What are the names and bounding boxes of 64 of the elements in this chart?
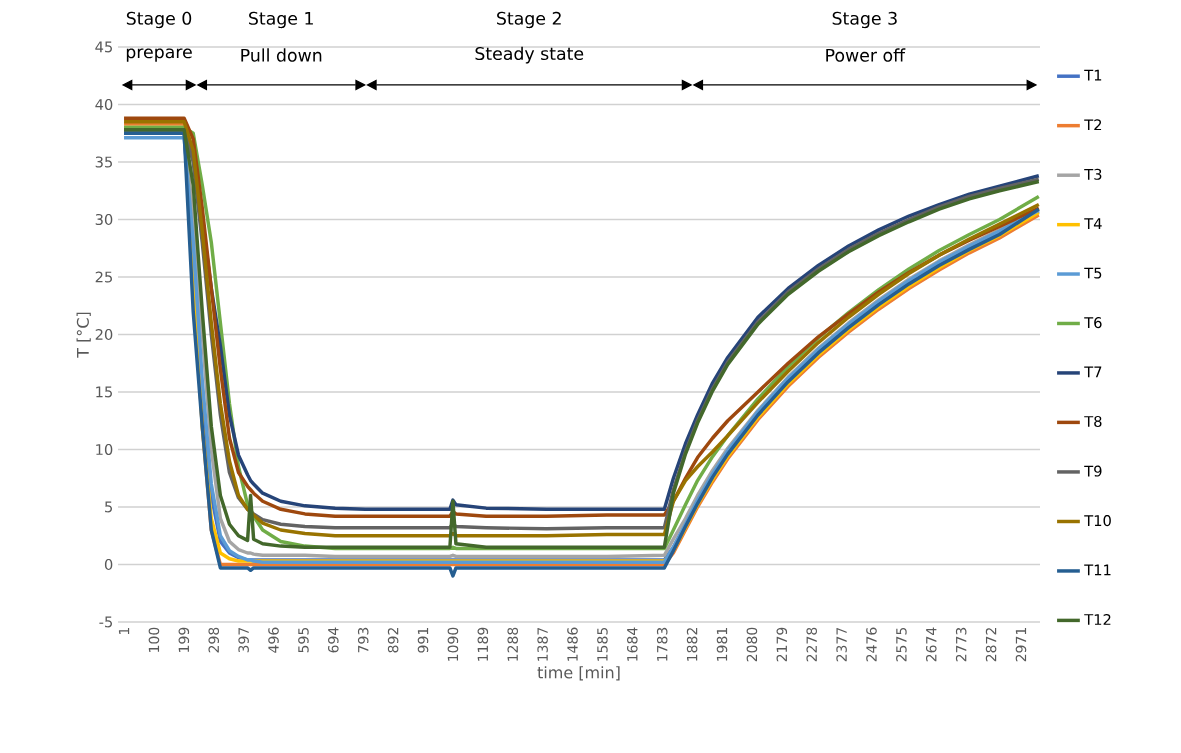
x-tick-label: 2773 (955, 627, 967, 662)
y-tick-label: 25 (95, 271, 113, 283)
x-tick-label: 298 (208, 627, 220, 653)
x-tick-label: 2278 (806, 627, 817, 662)
x-tick-label: 1189 (477, 627, 489, 661)
x-tick-label: 1783 (656, 627, 668, 661)
y-tick-label: -5 (99, 616, 113, 628)
legend-label: T8 (1084, 415, 1102, 428)
x-tick-label: 496 (268, 627, 279, 653)
x-axis-title: time [min] (537, 666, 620, 681)
x-tick-label: 2971 (1015, 628, 1027, 662)
x-tick-label: 595 (298, 627, 309, 653)
text: Stage 1 (249, 11, 313, 29)
x-tick-label: 2179 (776, 627, 788, 662)
x-tick-label: 199 (178, 627, 190, 652)
annotation: Pull down (241, 48, 322, 62)
legend-label: T10 (1084, 515, 1111, 527)
x-tick-label: 1684 (627, 627, 638, 661)
x-tick-label: 100 (148, 627, 160, 652)
legend-label: T2 (1084, 119, 1102, 131)
legend-label: T11 (1084, 564, 1111, 576)
x-tick-label: 694 (328, 627, 339, 653)
annotation: Power off (826, 48, 906, 62)
x-tick-label: 397 (238, 627, 249, 653)
y-tick-label: 5 (105, 501, 113, 513)
x-tick-label: 2674 (926, 627, 937, 662)
x-tick-label: 793 (357, 627, 369, 653)
x-tick-label: 2377 (836, 627, 847, 662)
x-tick-label: 1288 (507, 627, 518, 661)
x-tick-label: 991 (417, 628, 429, 653)
x-tick-label: 1882 (686, 628, 698, 661)
x-tick-label: 1 (118, 628, 130, 635)
x-tick-label: 2476 (866, 627, 877, 662)
legend-label: T9 (1084, 465, 1102, 477)
y-tick-label: 10 (96, 443, 113, 456)
legend-label: T12 (1084, 613, 1111, 625)
x-tick-label: 2080 (746, 627, 758, 662)
x-tick-label: 1486 (567, 627, 578, 661)
annotation: prepare (126, 48, 192, 62)
y-tick-label: 30 (95, 213, 113, 226)
y-tick-label: 20 (95, 328, 113, 341)
y-tick-label: 35 (95, 156, 113, 168)
text: Stage 3 (832, 11, 897, 29)
x-tick-label: 1981 (716, 628, 728, 661)
text: Stage 0 (126, 11, 192, 29)
annotation: Steady state (475, 46, 584, 64)
y-tick-label: 40 (95, 98, 113, 111)
legend-label: T3 (1084, 168, 1102, 180)
y-tick-label: 15 (96, 386, 113, 398)
x-tick-label: 2575 (896, 627, 907, 662)
x-tick-label: 2872 (985, 628, 997, 662)
legend-label: T7 (1084, 366, 1102, 378)
legend-label: T1 (1084, 69, 1102, 81)
y-tick-label: 0 (104, 558, 113, 571)
legend-label: T6 (1084, 317, 1102, 329)
y-tick-label: 45 (95, 41, 113, 53)
legend-label: T5 (1084, 267, 1102, 279)
y-axis-title: T [°C] (76, 312, 91, 358)
x-tick-label: 1585 (597, 627, 608, 661)
text: Stage 2 (497, 11, 561, 29)
x-tick-label: 1387 (537, 627, 548, 661)
legend-label: T4 (1084, 218, 1102, 230)
x-tick-label: 892 (387, 628, 399, 653)
x-tick-label: 1090 (447, 627, 459, 661)
